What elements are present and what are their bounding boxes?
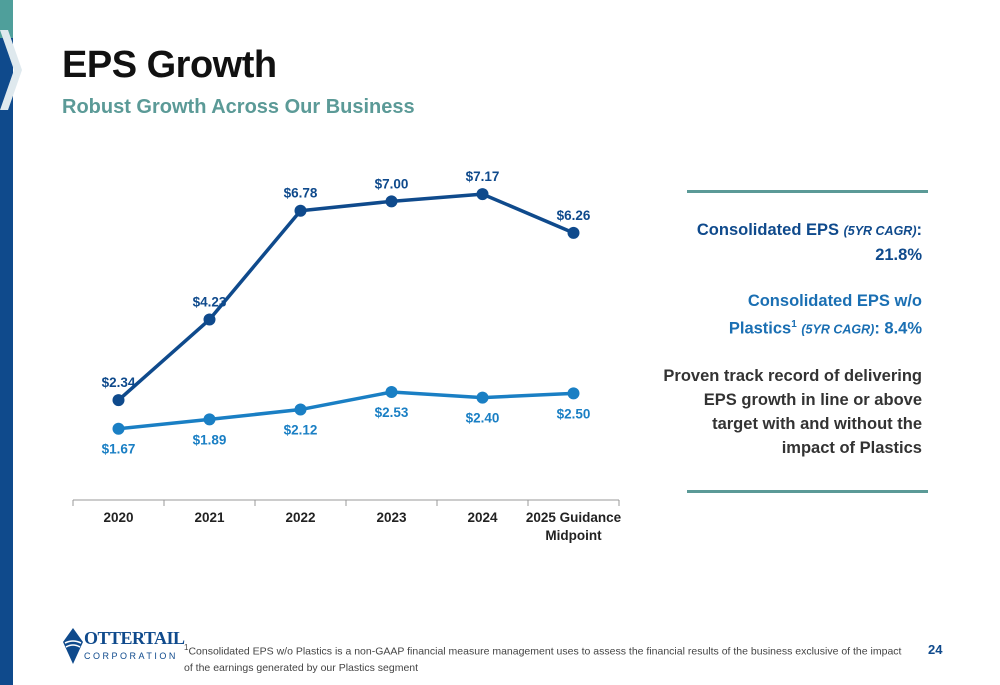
panel-bottom-rule: [687, 490, 928, 493]
series-1-point-2: [294, 403, 307, 416]
footnote-marker: 1: [184, 643, 189, 652]
series-0-point-4: [476, 188, 489, 201]
series-1-point-3: [385, 386, 398, 399]
footnote-text: Consolidated EPS w/o Plastics is a non-G…: [184, 645, 902, 674]
ottertail-logo: OTTERTAIL CORPORATION: [62, 628, 185, 666]
x-tick-label-3: 2023: [376, 510, 407, 525]
series-0-point-0: [112, 394, 125, 407]
series-0-data-label-0: $2.34: [102, 375, 136, 390]
stat1-colon: :: [916, 221, 923, 239]
slide-title: EPS Growth: [62, 44, 277, 86]
stat2-label-line2: Plastics: [728, 319, 792, 338]
series-1-data-label-2: $2.12: [284, 423, 318, 438]
track-record-statement: Proven track record of delivering EPS gr…: [663, 366, 922, 457]
series-0-point-5: [567, 226, 580, 239]
stat2-qualifier: (5YR CAGR): [801, 322, 875, 337]
slide-subtitle: Robust Growth Across Our Business: [62, 96, 415, 118]
left-accent-bar-top: [0, 0, 13, 38]
chevron-decoration: [0, 30, 22, 110]
series-1-data-label-4: $2.40: [466, 411, 500, 426]
x-tick-label-4: 2024: [467, 510, 498, 525]
series-1-data-label-1: $1.89: [193, 432, 227, 447]
left-accent-bar: [0, 0, 13, 685]
x-tick-label-0: 2020: [103, 510, 133, 525]
logo-emblem-icon: [63, 628, 83, 664]
logo-subtext: CORPORATION: [84, 651, 178, 661]
x-tick-label-1: 2021: [194, 510, 225, 525]
series-0-data-label-1: $4.23: [193, 295, 227, 310]
series-0-data-label-4: $7.17: [466, 169, 500, 184]
series-0-line: [117, 192, 575, 402]
stat-consolidated-eps: Consolidated EPS (5YR CAGR): 21.8%: [660, 218, 922, 267]
series-0-data-label-2: $6.78: [284, 186, 318, 201]
series-0-point-2: [294, 204, 307, 217]
series-1-point-5: [567, 387, 580, 400]
stat2-value: : 8.4%: [874, 319, 922, 338]
x-tick-label-5: 2025 Guidance Midpoint: [526, 510, 622, 543]
series-1-data-label-5: $2.50: [557, 406, 591, 421]
series-0-data-label-3: $7.00: [375, 176, 409, 191]
panel-top-rule: [687, 190, 928, 193]
series-1-point-4: [476, 391, 489, 404]
cagr-panel: Consolidated EPS (5YR CAGR): 21.8% Conso…: [660, 218, 922, 460]
series-1-point-0: [112, 422, 125, 435]
footnote: 1Consolidated EPS w/o Plastics is a non-…: [184, 640, 904, 676]
series-1-point-1: [203, 413, 216, 426]
series-1-data-label-3: $2.53: [375, 405, 409, 420]
stat1-value: 21.8%: [875, 246, 922, 264]
x-tick-label-2: 2022: [285, 510, 315, 525]
stat1-label: Consolidated EPS: [696, 221, 844, 239]
logo-wordmark: OTTERTAIL: [84, 628, 185, 648]
series-0-point-1: [203, 313, 216, 326]
page-number: 24: [928, 642, 943, 657]
series-0-data-label-5: $6.26: [557, 208, 591, 223]
stat-consolidated-eps-wo-plastics: Consolidated EPS w/o Plastics1 (5YR CAGR…: [660, 289, 922, 342]
stat2-footnote-marker: 1: [791, 319, 797, 330]
stat2-label-line1: Consolidated EPS w/o: [747, 292, 922, 310]
series-1-data-label-0: $1.67: [102, 442, 136, 457]
stat1-qualifier: (5YR CAGR): [843, 224, 917, 238]
series-1-line: [118, 390, 574, 431]
series-0-point-3: [385, 195, 398, 208]
